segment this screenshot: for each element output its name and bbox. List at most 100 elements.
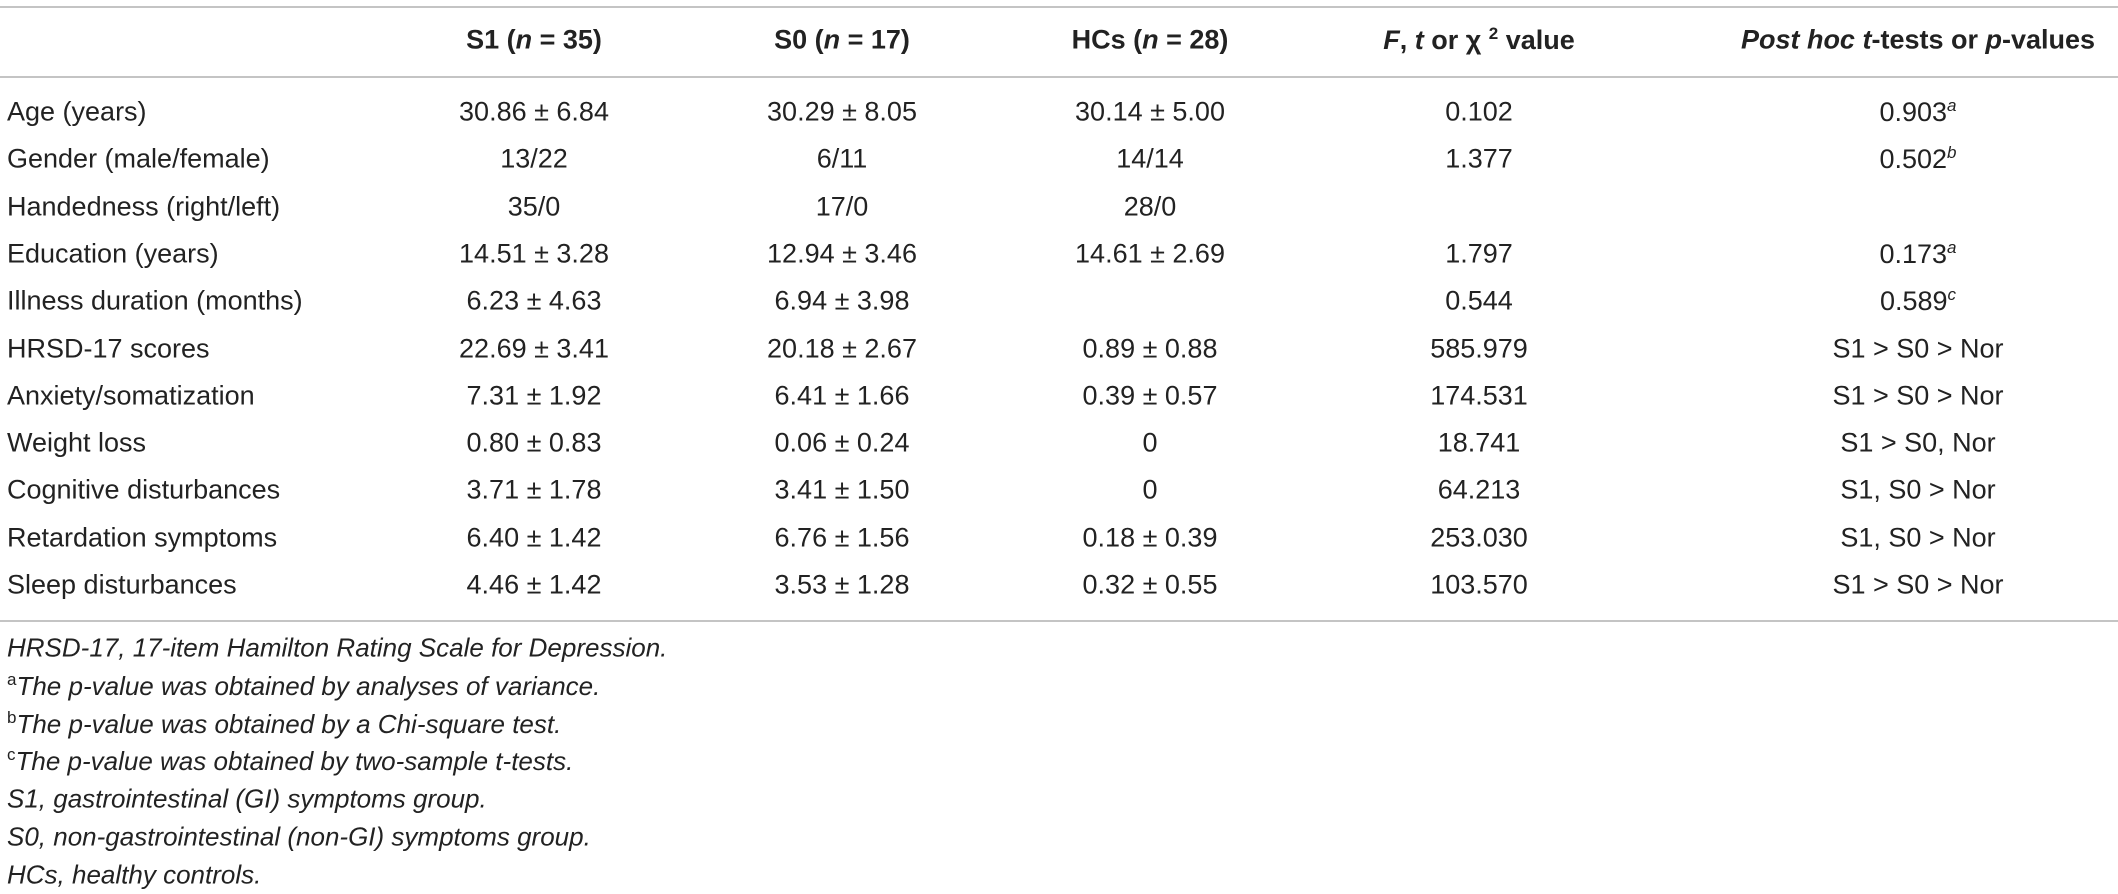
table-cell: 35/0 bbox=[507, 191, 561, 222]
bottom-rule bbox=[0, 620, 2118, 622]
table-cell: 14.61 ± 2.69 bbox=[1075, 238, 1225, 269]
footnote-text: The p-value was obtained by analyses of … bbox=[16, 670, 601, 701]
row-label: Handedness (right/left) bbox=[7, 191, 281, 222]
footnote: bThe p-value was obtained by a Chi-squar… bbox=[7, 708, 561, 740]
table-cell: 6.23 ± 4.63 bbox=[466, 285, 602, 316]
footnote-mark: a bbox=[1947, 237, 1957, 257]
table-cell: 1.377 bbox=[1445, 143, 1513, 174]
table-cell: 20.18 ± 2.67 bbox=[767, 333, 917, 363]
row-label: HRSD-17 scores bbox=[7, 333, 210, 363]
table-cell: 6/11 bbox=[816, 143, 868, 174]
header-text: n bbox=[823, 24, 841, 55]
header-text: -values bbox=[2002, 24, 2096, 55]
footnote-mark: c bbox=[7, 745, 16, 765]
header-text: , bbox=[1399, 25, 1415, 55]
table-cell: S1 > S0 > Nor bbox=[1832, 569, 2004, 600]
table-cell: 0.89 ± 0.88 bbox=[1082, 333, 1218, 363]
row-label: Cognitive disturbances bbox=[7, 474, 281, 505]
footnote-mark: c bbox=[1947, 285, 1957, 305]
row-label: Illness duration (months) bbox=[7, 285, 303, 316]
table-cell: 0 bbox=[1142, 427, 1158, 458]
table-cell: 0.544 bbox=[1445, 285, 1513, 316]
header-text: t bbox=[1414, 25, 1424, 55]
table-cell: 4.46 ± 1.42 bbox=[466, 569, 602, 600]
table-cell: S1 > S0 > Nor bbox=[1832, 380, 2004, 411]
table-cell: 0.06 ± 0.24 bbox=[774, 427, 910, 458]
table-cell: 585.979 bbox=[1430, 333, 1528, 363]
header-text: t bbox=[1862, 24, 1872, 55]
footnote: cThe p-value was obtained by two-sample … bbox=[7, 746, 573, 778]
footnote-mark: a bbox=[1947, 96, 1957, 115]
table-cell: S1, S0 > Nor bbox=[1840, 522, 1996, 553]
footnote-mark: a bbox=[7, 669, 17, 689]
table-cell: 64.213 bbox=[1437, 474, 1521, 505]
header-text: = 17) bbox=[840, 24, 910, 55]
table-cell: 13/22 bbox=[500, 143, 568, 174]
table-cell: S1 > S0, Nor bbox=[1840, 427, 1996, 458]
table-cell: 14.51 ± 3.28 bbox=[459, 238, 609, 269]
row-label: Anxiety/somatization bbox=[7, 380, 255, 411]
row-label: Age (years) bbox=[7, 96, 147, 127]
table-cell: 0.102 bbox=[1445, 96, 1513, 127]
header-text: Post hoc bbox=[1740, 24, 1855, 55]
table-cell: 103.570 bbox=[1430, 569, 1528, 600]
header-text: or χ bbox=[1423, 25, 1489, 55]
top-rule bbox=[0, 6, 2118, 8]
table-cell: 0.80 ± 0.83 bbox=[466, 427, 602, 458]
table-cell: 3.41 ± 1.50 bbox=[774, 474, 910, 505]
header-text: p bbox=[1985, 24, 2003, 55]
table-cell: 3.53 ± 1.28 bbox=[774, 569, 910, 600]
header-rule bbox=[0, 76, 2118, 78]
column-header: F, t or χ 2 value bbox=[1383, 24, 1575, 56]
column-header: S1 (n = 35) bbox=[466, 25, 602, 56]
header-text: F bbox=[1383, 25, 1400, 55]
footnote-mark: b bbox=[7, 707, 17, 727]
table-cell: 14/14 bbox=[1116, 143, 1184, 174]
table-cell: 30.29 ± 8.05 bbox=[767, 96, 917, 127]
table-cell: 0.903a bbox=[1879, 96, 1956, 128]
column-header: HCs (n = 28) bbox=[1072, 25, 1229, 56]
table-cell: 6.94 ± 3.98 bbox=[774, 285, 910, 316]
table-cell: 0.32 ± 0.55 bbox=[1082, 569, 1218, 600]
table-cell: 6.76 ± 1.56 bbox=[774, 522, 910, 553]
table-cell: 28/0 bbox=[1123, 191, 1177, 222]
table-cell: 0.589c bbox=[1880, 285, 1956, 317]
table-cell: 174.531 bbox=[1430, 380, 1528, 411]
footnote: S1, gastrointestinal (GI) symptoms group… bbox=[7, 783, 487, 814]
header-text: S1 ( bbox=[466, 24, 516, 55]
cell-text: 0.502 bbox=[1879, 144, 1948, 175]
header-text: = 28) bbox=[1158, 24, 1229, 55]
table-cell: 7.31 ± 1.92 bbox=[466, 380, 602, 411]
header-text: HCs ( bbox=[1071, 24, 1143, 55]
table-cell: 0.173a bbox=[1879, 238, 1956, 270]
header-text: n bbox=[1142, 24, 1159, 55]
column-header: S0 (n = 17) bbox=[774, 25, 910, 56]
table-cell: 18.741 bbox=[1437, 427, 1521, 458]
table-cell: 1.797 bbox=[1445, 238, 1513, 269]
table-cell: 0.39 ± 0.57 bbox=[1082, 380, 1218, 411]
cell-text: 0.173 bbox=[1879, 238, 1948, 269]
footnote: HCs, healthy controls. bbox=[7, 859, 262, 890]
table-cell: S1, S0 > Nor bbox=[1840, 474, 1996, 505]
header-text: S0 ( bbox=[774, 24, 824, 55]
table-cell: 30.86 ± 6.84 bbox=[459, 96, 609, 127]
row-label: Education (years) bbox=[7, 238, 219, 269]
footnote-mark: b bbox=[1947, 143, 1957, 163]
table-cell: 6.41 ± 1.66 bbox=[774, 380, 910, 411]
table-cell: 12.94 ± 3.46 bbox=[767, 238, 917, 269]
row-label: Sleep disturbances bbox=[7, 569, 237, 600]
footnote-text: The p-value was obtained by two-sample t… bbox=[15, 746, 574, 777]
header-text: value bbox=[1498, 25, 1575, 55]
table-cell: 253.030 bbox=[1430, 522, 1528, 553]
table-cell: 30.14 ± 5.00 bbox=[1075, 96, 1225, 127]
table-cell: 22.69 ± 3.41 bbox=[459, 333, 609, 363]
column-header: Post hoc t-tests or p-values bbox=[1741, 25, 2095, 56]
cell-text: 0.903 bbox=[1879, 97, 1948, 127]
header-text: = 35) bbox=[532, 24, 602, 55]
table-cell: 6.40 ± 1.42 bbox=[466, 522, 602, 553]
row-label: Retardation symptoms bbox=[7, 522, 278, 553]
footnote: aThe p-value was obtained by analyses of… bbox=[7, 670, 600, 702]
table-cell: S1 > S0 > Nor bbox=[1832, 333, 2004, 363]
footnote: S0, non-gastrointestinal (non-GI) sympto… bbox=[7, 821, 591, 852]
